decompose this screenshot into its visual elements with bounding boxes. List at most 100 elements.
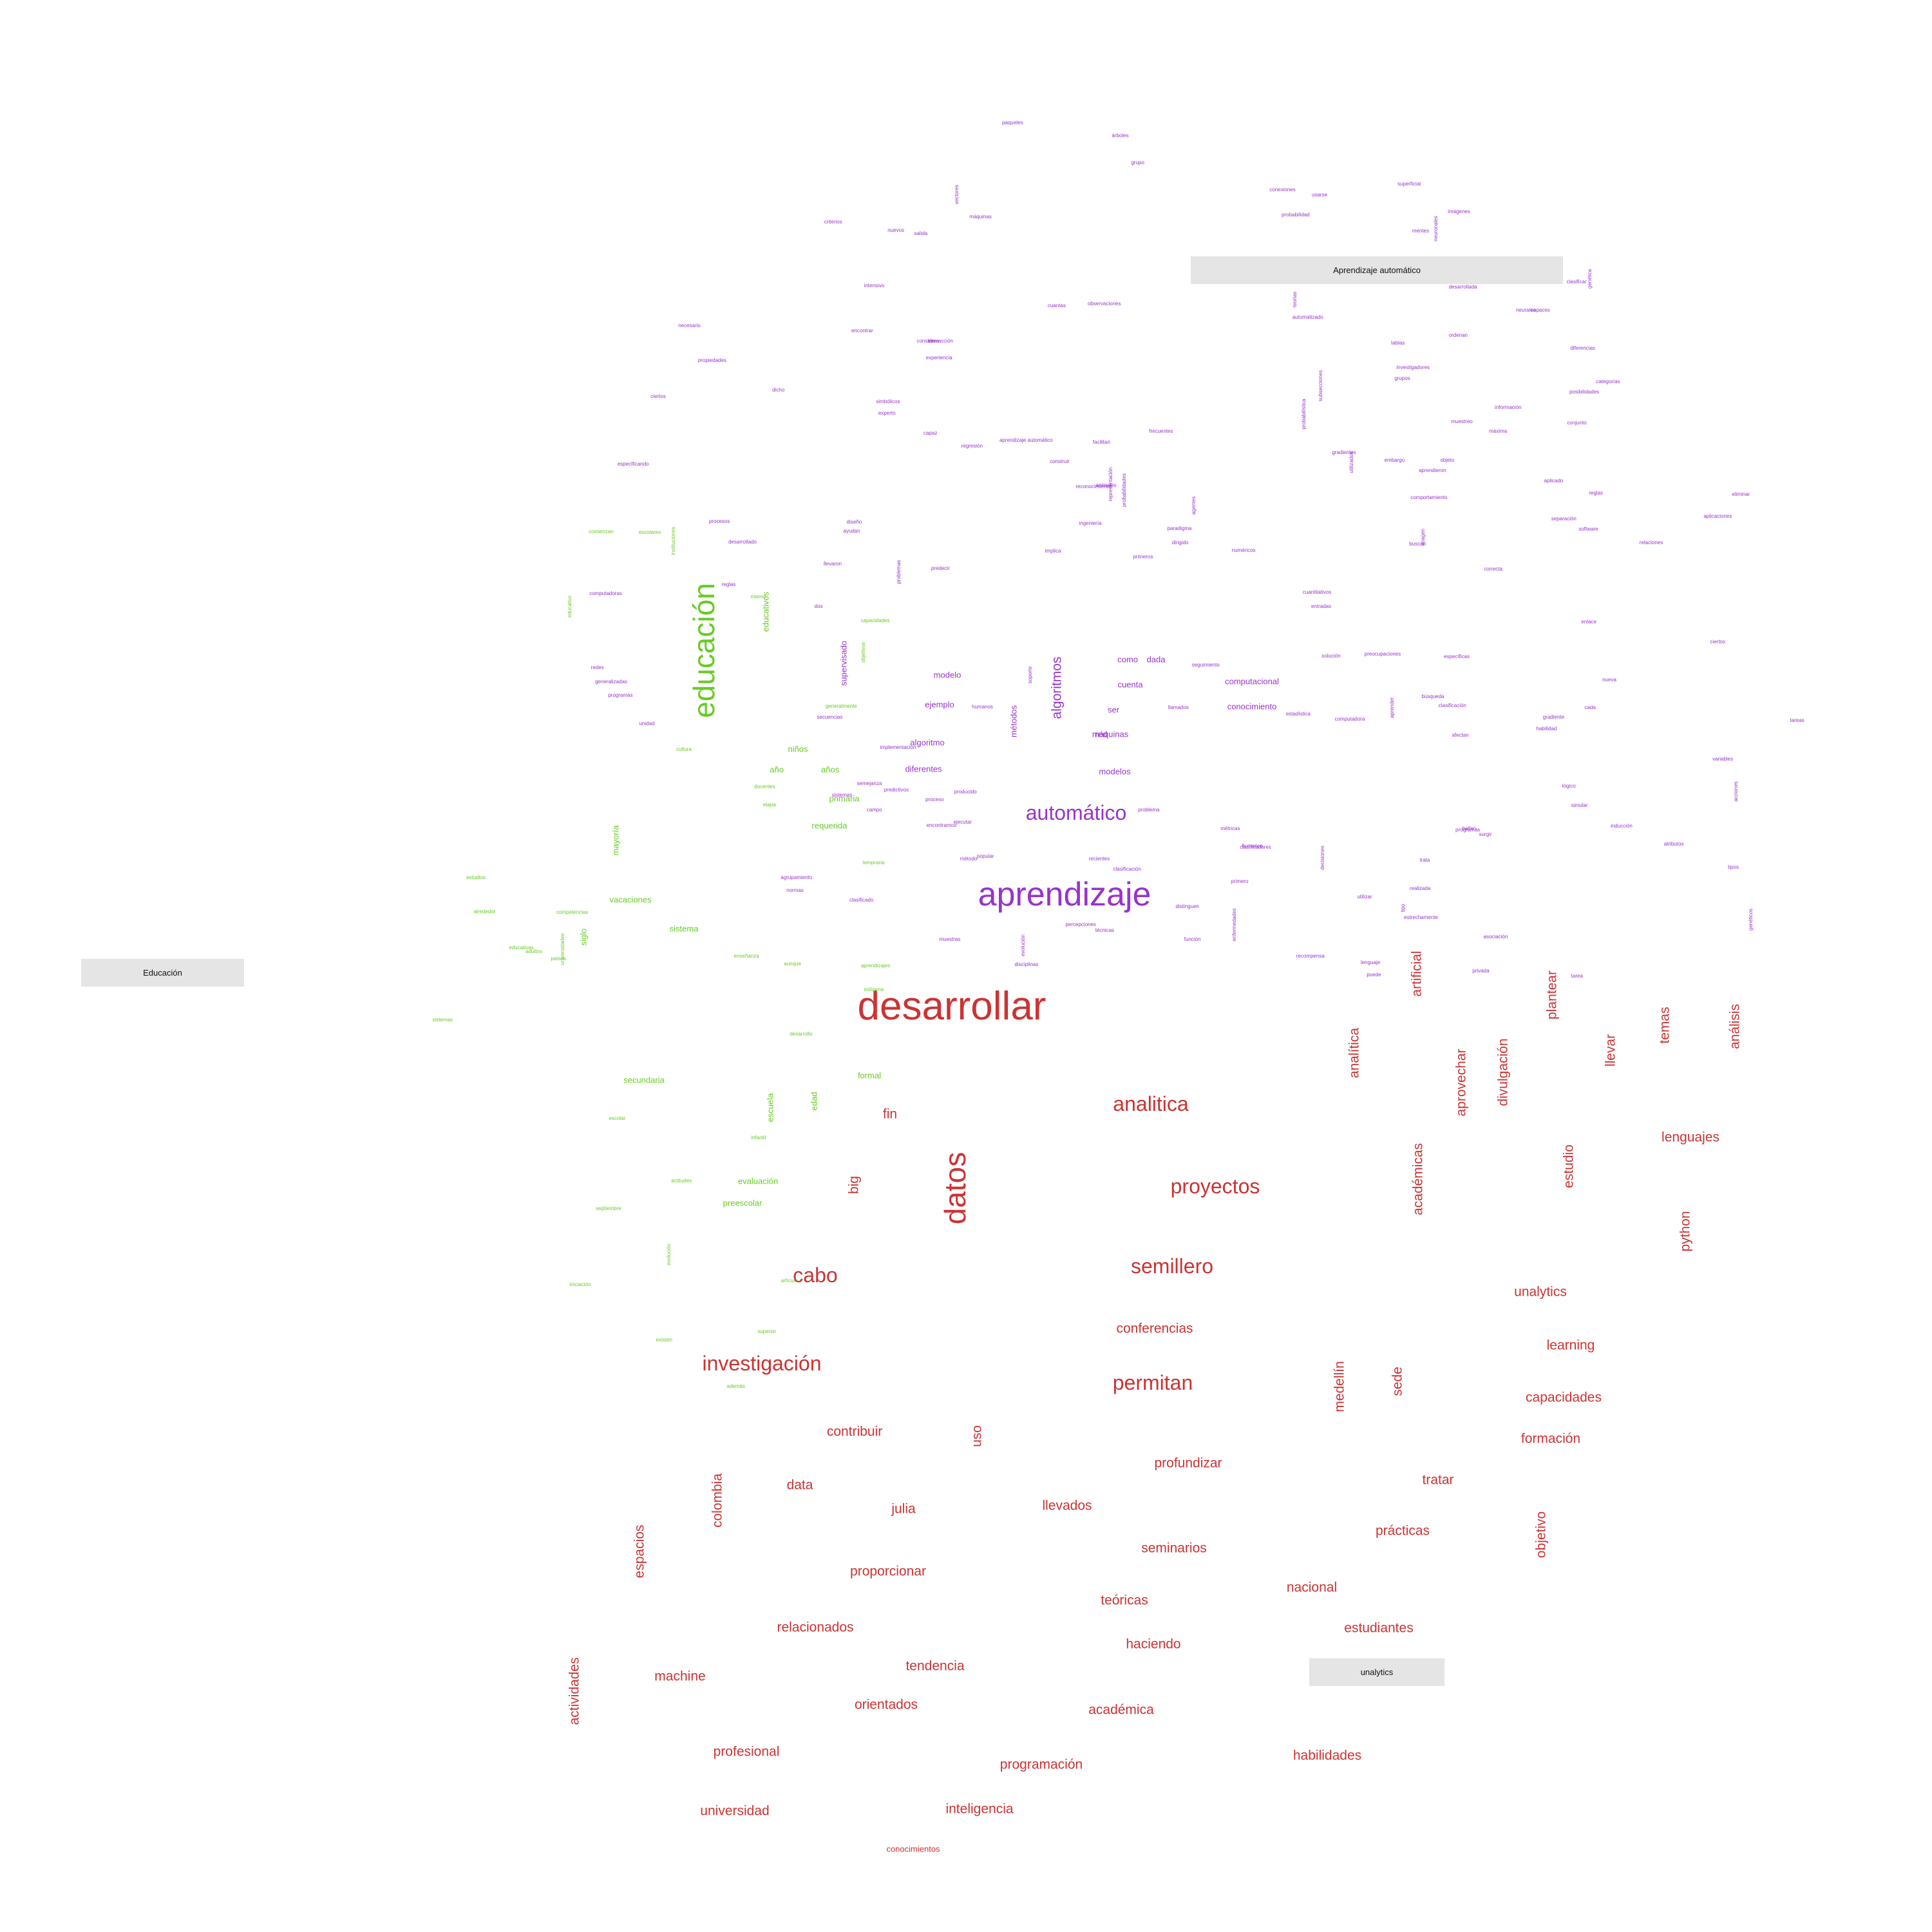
word-aprendizaje-143: máquinas [969,214,992,220]
word-aprendizaje-174: unidad [639,721,655,727]
word-unalytics-41: objetivo [1533,1511,1549,1558]
word-aprendizaje-129: popular [976,853,994,860]
word-unalytics-19: colombia [710,1473,725,1528]
word-aprendizaje-110: especificando [617,460,649,467]
word-aprendizaje-77: neuronales [1433,215,1439,242]
word-educacion-25: iniciación [569,1282,591,1288]
word-aprendizaje-156: surgir [1479,831,1492,838]
word-aprendizaje-32: animales [1095,482,1117,489]
word-aprendizaje-29: máxima [1489,428,1508,435]
word-aprendizaje-22: programas [1455,826,1481,833]
word-aprendizaje-144: cuantitativos [1302,589,1332,596]
word-aprendizaje-149: ingeniería [1079,520,1102,527]
word-unalytics-10: big [846,1175,862,1195]
word-aprendizaje-181: representación [1107,467,1113,502]
word-educacion-29: capacidades [860,618,890,624]
word-aprendizaje-122: generalizadas [595,679,627,685]
word-aprendizaje-14: ser [1107,705,1120,715]
word-educacion-27: competencias [556,909,589,916]
word-aprendizaje-25: automatizado [1292,314,1323,321]
word-aprendizaje-160: aplicaciones [1703,513,1732,520]
word-educacion-2: sistema [669,923,699,934]
word-unalytics-30: programación [999,1757,1083,1772]
word-aprendizaje-76: tipo [1399,904,1406,913]
word-aprendizaje-46: nuevos [887,227,905,234]
word-educacion-20: superior [757,1329,777,1334]
word-educacion-45: artículo [781,1278,798,1284]
word-educacion-35: alrededor [473,908,496,914]
word-aprendizaje-140: probabilidad [1282,212,1310,218]
word-aprendizaje-0: aprendizaje [978,876,1151,913]
word-aprendizaje-164: lenguaje [1360,960,1381,966]
word-aprendizaje-15: cuenta [1117,679,1143,690]
word-unalytics-49: estudio [1561,1144,1577,1188]
word-aprendizaje-63: trata [1419,857,1430,863]
word-aprendizaje-134: experto [878,410,896,417]
word-unalytics-26: orientados [854,1697,918,1712]
word-unalytics-29: profesional [713,1744,780,1759]
word-aprendizaje-179: semejanza [857,781,882,787]
word-aprendizaje-65: necesario [678,322,701,328]
word-unalytics-4: semillero [1130,1255,1214,1278]
word-unalytics-21: teóricas [1101,1593,1148,1608]
word-aprendizaje-8: ejemplo [925,699,954,710]
word-unalytics-12: uso [969,1425,985,1447]
word-aprendizaje-11: conocimiento [1227,701,1277,712]
word-educacion-39: además [726,1383,745,1389]
word-unalytics-15: llevados [1042,1498,1092,1513]
word-aprendizaje-161: programas [608,692,633,698]
word-unalytics-53: artificial [1409,951,1425,997]
word-educacion-8: formal [857,1070,882,1081]
word-aprendizaje-52: computadoras [589,591,622,597]
word-educacion-21: países [551,956,566,962]
word-aprendizaje-64: estadística [1285,710,1311,717]
word-aprendizaje-159: buscan [1409,540,1426,547]
word-unalytics-44: learning [1546,1338,1595,1353]
word-unalytics-18: proporcionar [850,1564,926,1579]
word-aprendizaje-31: tipos [1728,864,1739,870]
word-aprendizaje-42: ordenan [1448,332,1468,338]
word-unalytics-39: medellín [1332,1361,1347,1412]
word-educacion-33: generalmente [825,703,857,710]
word-aprendizaje-153: interacción [928,337,953,344]
word-educacion-1: vacaciones [609,895,652,905]
word-aprendizaje-95: recompensa [1296,953,1325,960]
word-educacion-49: educativo [567,595,573,618]
word-aprendizaje-183: genética [1587,269,1593,289]
word-aprendizaje-114: muestras [939,936,961,942]
word-aprendizaje-141: reglas [1589,489,1604,496]
word-aprendizaje-171: considera [916,337,940,344]
word-aprendizaje-115: privada [1472,967,1490,974]
word-aprendizaje-108: genéticos [1748,908,1754,931]
word-aprendizaje-43: construir [1050,458,1070,464]
word-aprendizaje-84: tareas [1790,717,1804,723]
word-aprendizaje-175: aprendieron [1418,468,1446,474]
word-aprendizaje-72: decisiones [1319,846,1325,871]
word-aprendizaje-128: diferencias [1570,345,1596,351]
word-aprendizaje-91: muestreo [1451,418,1473,424]
word-unalytics-7: permitan [1112,1371,1193,1394]
word-aprendizaje-185: evolución [1020,934,1027,957]
word-educacion-0: educación [687,583,721,718]
word-aprendizaje-7: diferentes [905,764,942,774]
word-unalytics-56: temas [1657,1007,1672,1044]
word-unalytics-38: tratar [1422,1472,1454,1488]
word-aprendizaje-165: lógico [1562,782,1576,789]
word-educacion-32: docentes [754,783,775,790]
word-aprendizaje-83: reglas [721,581,736,587]
word-educacion-28: desarrollo [790,1031,813,1037]
word-unalytics-32: inteligencia [945,1801,1014,1817]
word-aprendizaje-102: desarrollado [728,538,757,545]
word-unalytics-11: contribuir [826,1424,883,1439]
word-aprendizaje-162: grupo [1131,160,1144,166]
word-aprendizaje-180: regresión [961,442,983,449]
word-aprendizaje-87: paradigma [1167,526,1192,532]
word-aprendizaje-177: nueva [1602,677,1616,683]
word-aprendizaje-71: tarea [1571,973,1583,980]
word-unalytics-23: haciendo [1126,1636,1181,1652]
word-educacion-44: indígena [864,987,884,993]
word-educacion-14: mayoría [611,825,621,856]
word-unalytics-37: prácticas [1375,1523,1430,1539]
word-aprendizaje-37: categorías [1596,378,1620,384]
word-aprendizaje-118: producido [954,788,977,795]
